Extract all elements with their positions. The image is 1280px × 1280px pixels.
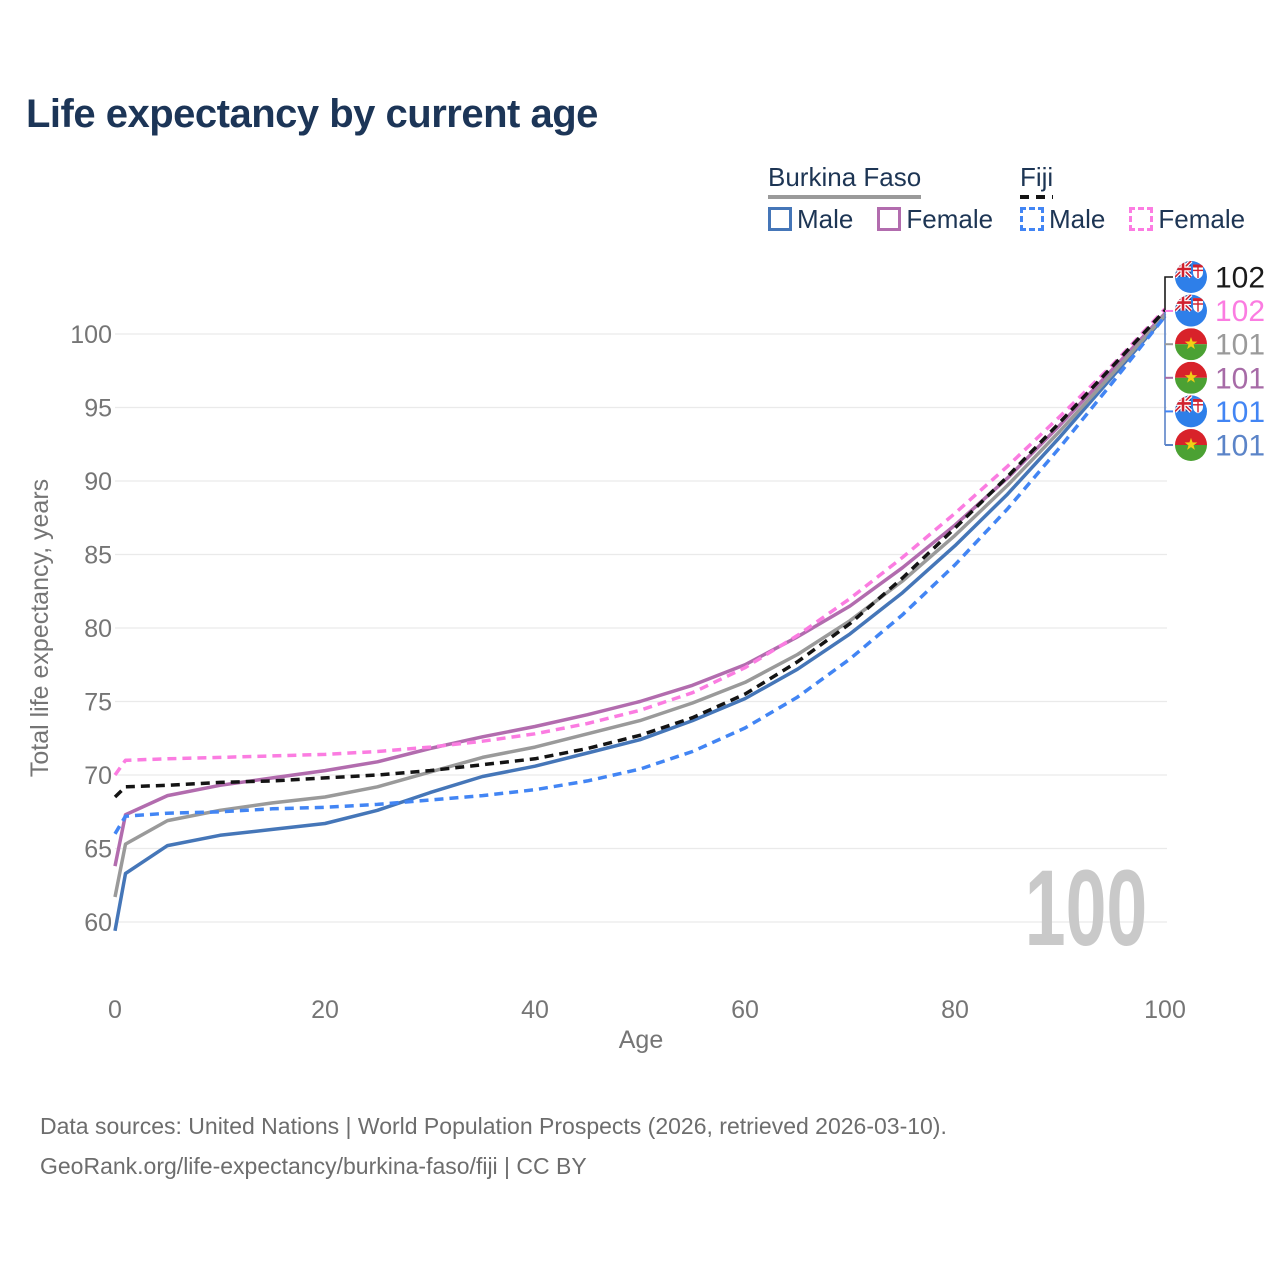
legend-swatch-solid-blue — [768, 207, 792, 231]
legend-item-fiji-female[interactable]: Female — [1129, 206, 1245, 232]
gridlines — [115, 333, 1167, 923]
burkina-faso-flag-icon — [1175, 361, 1207, 394]
legend-line-sample-solid — [768, 195, 922, 199]
callout-row: 102 — [1175, 261, 1265, 295]
callout-connectors — [1164, 276, 1173, 446]
legend-country-header: Burkina Faso — [768, 162, 922, 199]
y-tick-label: 70 — [84, 762, 112, 790]
fiji-all-line[interactable] — [113, 309, 1167, 799]
x-tick-label: 80 — [941, 996, 969, 1024]
age-watermark: 100 — [1025, 847, 1148, 969]
legend-swatch-dashed-pink — [1129, 207, 1154, 231]
callout-value: 101 — [1215, 362, 1265, 395]
series-lines — [113, 307, 1167, 932]
legend-item-label: Male — [1049, 204, 1106, 234]
callout-connector — [1164, 276, 1173, 312]
legend-item-label: Female — [1158, 204, 1246, 234]
callout-row: 101 — [1175, 429, 1265, 463]
legend-swatch-dashed-blue — [1020, 207, 1044, 231]
callout-value: 101 — [1215, 396, 1265, 429]
legend-item-burkina-faso-male[interactable]: Male — [768, 206, 853, 232]
x-tick-label: 0 — [108, 996, 122, 1024]
callout-row: 102 — [1175, 294, 1265, 328]
legend-item-burkina-faso-female[interactable]: Female — [877, 206, 993, 232]
y-tick-label: 100 — [70, 321, 112, 349]
callout-value: 102 — [1215, 295, 1265, 328]
legend-group-fiji: Fiji Male Female — [1020, 164, 1269, 232]
burkina-faso-flag-icon — [1175, 429, 1207, 461]
x-tick-label: 40 — [521, 996, 549, 1024]
legend-item-label: Male — [797, 204, 854, 234]
source-url-note: GeoRank.org/life-expectancy/burkina-faso… — [40, 1153, 587, 1179]
legend-country-header: Fiji — [1020, 162, 1054, 199]
fiji-female-line[interactable] — [113, 307, 1167, 777]
burkina-faso-all-line[interactable] — [113, 313, 1167, 898]
footer: Data sources: United Nations | World Pop… — [40, 1106, 947, 1186]
y-tick-label: 75 — [84, 689, 112, 717]
legend-item-label: Female — [906, 204, 994, 234]
legend-country-label: Burkina Faso — [768, 162, 922, 192]
burkina-faso-male-line[interactable] — [113, 315, 1167, 932]
fiji-flag-icon — [1175, 261, 1207, 293]
legend-country-label: Fiji — [1020, 162, 1054, 192]
callout-row: 101 — [1175, 328, 1265, 362]
callout-value: 101 — [1215, 329, 1265, 362]
y-tick-label: 60 — [84, 909, 112, 937]
y-tick-label: 85 — [84, 542, 112, 570]
legend-item-fiji-male[interactable]: Male — [1020, 206, 1105, 232]
callout-row: 101 — [1175, 395, 1265, 429]
y-axis-tick-labels: 60 65 70 75 80 85 90 95 100 — [70, 321, 112, 937]
x-axis-title: Age — [619, 1026, 663, 1054]
legend-swatch-solid-purple — [877, 207, 902, 231]
x-axis-tick-labels: 0 20 40 60 80 100 — [108, 996, 1186, 1024]
burkina-faso-female-line[interactable] — [113, 312, 1167, 867]
y-tick-label: 90 — [84, 468, 112, 496]
callout-value: 101 — [1215, 430, 1265, 463]
legend-group-burkina-faso: Burkina Faso Male Female — [768, 164, 1017, 232]
legend-line-sample-dashed — [1020, 195, 1054, 199]
fiji-flag-icon — [1175, 294, 1207, 327]
y-tick-label: 65 — [84, 836, 112, 864]
y-axis-title: Total life expectancy, years — [26, 479, 54, 777]
page-title: Life expectancy by current age — [26, 92, 598, 136]
y-tick-label: 80 — [84, 615, 112, 643]
x-tick-label: 60 — [731, 996, 759, 1024]
burkina-faso-flag-icon — [1175, 328, 1207, 361]
x-tick-label: 100 — [1144, 996, 1186, 1024]
y-tick-label: 95 — [84, 395, 112, 423]
x-tick-label: 20 — [311, 996, 339, 1024]
fiji-male-line[interactable] — [113, 315, 1167, 835]
callout-value: 102 — [1215, 262, 1265, 295]
fiji-flag-icon — [1175, 395, 1207, 428]
data-sources-note: Data sources: United Nations | World Pop… — [40, 1113, 947, 1139]
callout-row: 101 — [1175, 361, 1265, 395]
